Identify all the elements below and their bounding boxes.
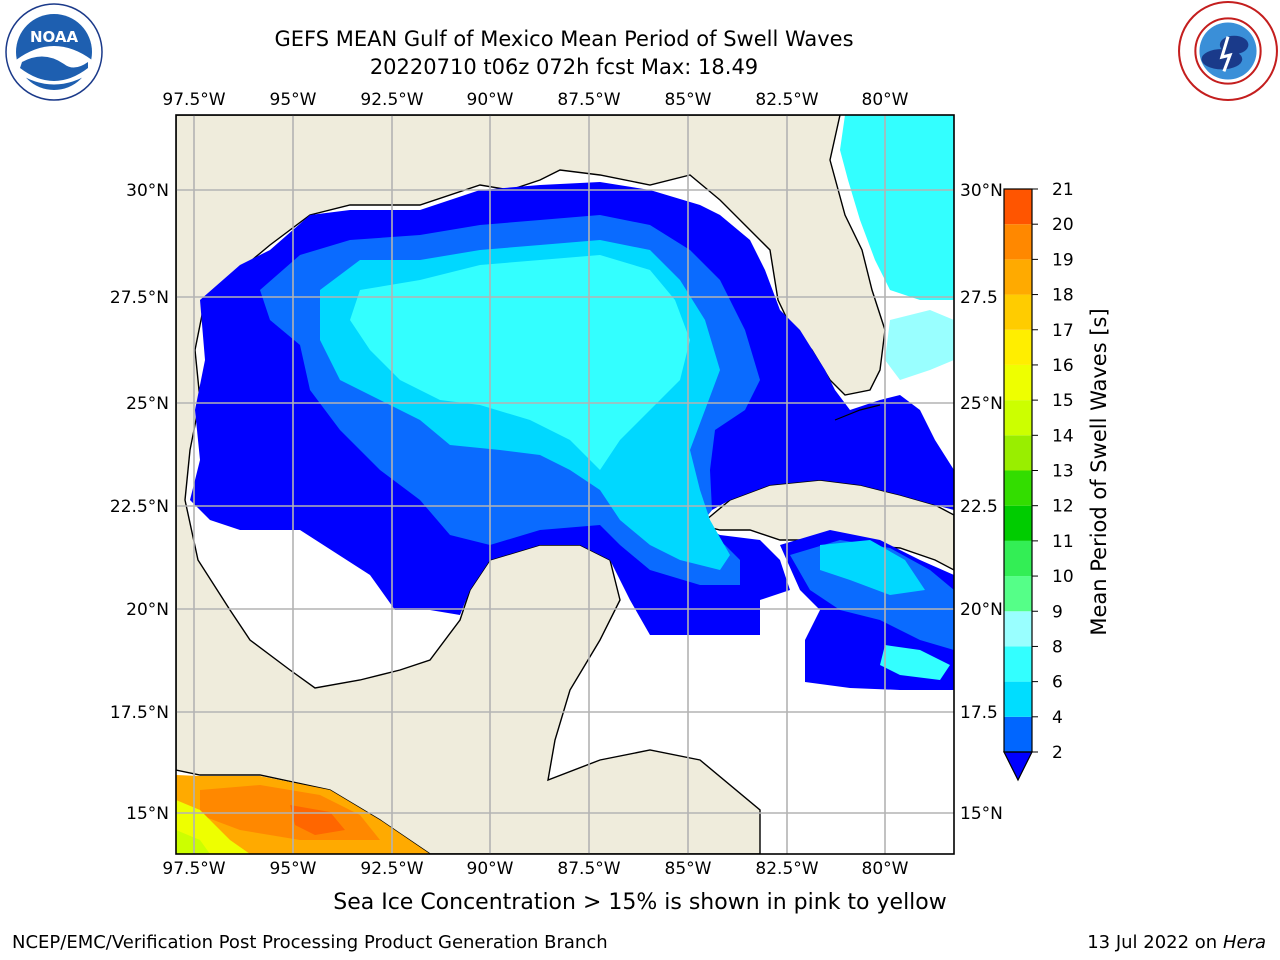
colorbar-segment — [1004, 364, 1032, 401]
lon-tick-bottom: 82.5°W — [755, 859, 818, 879]
colorbar-segment — [1004, 224, 1032, 260]
colorbar-segment — [1004, 294, 1032, 330]
chart-subtitle: 20220710 t06z 072h fcst Max: 18.49 — [369, 55, 759, 79]
lat-tick-right: 20°N — [960, 600, 1003, 620]
lat-ticks-right: 30°N 27.5 25°N 22.5 20°N 17.5 15°N — [960, 181, 1003, 824]
swell-field-carib-light — [880, 645, 950, 680]
lat-tick-left: 30°N — [126, 181, 169, 201]
lon-tick-bottom: 92.5°W — [360, 859, 423, 879]
swell-field-atlantic-2 — [885, 310, 954, 380]
lon-tick-bottom: 95°W — [270, 859, 317, 879]
lon-tick-bottom: 97.5°W — [162, 859, 225, 879]
colorbar-tick-label: 14 — [1052, 426, 1074, 446]
swell-field-8s — [350, 255, 690, 470]
lon-tick-top: 97.5°W — [162, 90, 225, 110]
lat-tick-right: 15°N — [960, 804, 1003, 824]
colorbar-tick-label: 9 — [1052, 602, 1063, 622]
footer-date: 13 Jul 2022 on Hera — [1087, 932, 1266, 953]
ice-note: Sea Ice Concentration > 15% is shown in … — [333, 890, 947, 915]
colorbar-segment — [1004, 329, 1032, 365]
swell-field-6s-carib — [820, 540, 925, 595]
colorbar-segment — [1004, 576, 1032, 612]
colorbar-tick-label: 20 — [1052, 215, 1074, 235]
nws-logo-icon — [1178, 1, 1278, 101]
swell-field-pacific-13 — [176, 830, 210, 854]
colorbar-tick-label: 21 — [1052, 180, 1074, 200]
colorbar-tick-label: 12 — [1052, 497, 1074, 517]
lat-tick-left: 17.5°N — [110, 703, 169, 723]
lon-tick-top: 90°W — [467, 90, 514, 110]
colorbar-label: Mean Period of Swell Waves [s] — [1087, 308, 1111, 635]
footer-date-text: 13 Jul 2022 on — [1087, 932, 1223, 953]
lon-tick-bottom: 80°W — [862, 859, 909, 879]
lon-tick-bottom: 87.5°W — [557, 859, 620, 879]
colorbar: 2 4 6 8 9 10 11 12 13 14 15 16 17 18 19 20 21 — [1003, 180, 1074, 782]
lat-tick-right: 27.5 — [960, 288, 998, 308]
colorbar-tick-label: 16 — [1052, 356, 1074, 376]
colorbar-tick-label: 19 — [1052, 250, 1074, 270]
colorbar-segment — [1004, 189, 1032, 225]
lat-tick-left: 20°N — [126, 600, 169, 620]
colorbar-tick-label: 2 — [1052, 743, 1063, 763]
chart-title: GEFS MEAN Gulf of Mexico Mean Period of … — [274, 27, 854, 51]
lon-tick-top: 85°W — [665, 90, 712, 110]
colorbar-segment — [1004, 716, 1032, 752]
lat-tick-right: 30°N — [960, 181, 1003, 201]
lon-tick-bottom: 85°W — [665, 859, 712, 879]
swell-field-atlantic — [840, 115, 954, 300]
lat-tick-left: 25°N — [126, 394, 169, 414]
lat-ticks-left: 30°N 27.5°N 25°N 22.5°N 20°N 17.5°N 15°N — [110, 181, 169, 824]
colorbar-tick-label: 15 — [1052, 391, 1074, 411]
lat-tick-left: 22.5°N — [110, 497, 169, 517]
colorbar-segment — [1004, 681, 1032, 717]
colorbar-tick-label: 8 — [1052, 637, 1063, 657]
lon-ticks-bottom: 97.5°W 95°W 92.5°W 90°W 87.5°W 85°W 82.5… — [162, 859, 908, 879]
lat-tick-right: 25°N — [960, 394, 1003, 414]
gridlines — [176, 115, 954, 854]
colorbar-tick-label: 10 — [1052, 567, 1074, 587]
colorbar-segment — [1004, 505, 1032, 541]
lat-tick-right: 22.5 — [960, 497, 998, 517]
lon-ticks-top: 97.5°W 95°W 92.5°W 90°W 87.5°W 85°W 82.5… — [162, 90, 908, 110]
colorbar-extend-triangle — [1003, 751, 1033, 782]
colorbar-segment — [1004, 470, 1032, 506]
map-plot-area — [176, 115, 954, 854]
svg-text:NOAA: NOAA — [30, 28, 79, 46]
colorbar-tick-label: 4 — [1052, 708, 1063, 728]
colorbar-tick-label: 11 — [1052, 532, 1074, 552]
noaa-logo-icon: NOAA — [5, 3, 103, 101]
colorbar-segment — [1004, 611, 1032, 647]
colorbar-tick-label: 17 — [1052, 321, 1074, 341]
colorbar-segment — [1004, 646, 1032, 682]
florida-keys — [834, 404, 881, 421]
colorbar-tick-label: 6 — [1052, 673, 1063, 693]
colorbar-segment — [1004, 259, 1032, 295]
colorbar-tick-label: 13 — [1052, 462, 1074, 482]
map-frame — [175, 114, 955, 855]
lon-tick-bottom: 90°W — [467, 859, 514, 879]
colorbar-segment — [1004, 400, 1032, 436]
lon-tick-top: 87.5°W — [557, 90, 620, 110]
lat-tick-left: 15°N — [126, 804, 169, 824]
lat-tick-right: 17.5 — [960, 703, 998, 723]
lon-tick-top: 95°W — [270, 90, 317, 110]
colorbar-segment — [1004, 540, 1032, 577]
lon-tick-top: 82.5°W — [755, 90, 818, 110]
colorbar-segment — [1004, 435, 1032, 471]
footer-host: Hera — [1222, 932, 1266, 953]
lon-tick-top: 80°W — [862, 90, 909, 110]
lon-tick-top: 92.5°W — [360, 90, 423, 110]
footer-credit: NCEP/EMC/Verification Post Processing Pr… — [12, 932, 608, 953]
lat-tick-left: 27.5°N — [110, 288, 169, 308]
colorbar-tick-label: 18 — [1052, 286, 1074, 306]
